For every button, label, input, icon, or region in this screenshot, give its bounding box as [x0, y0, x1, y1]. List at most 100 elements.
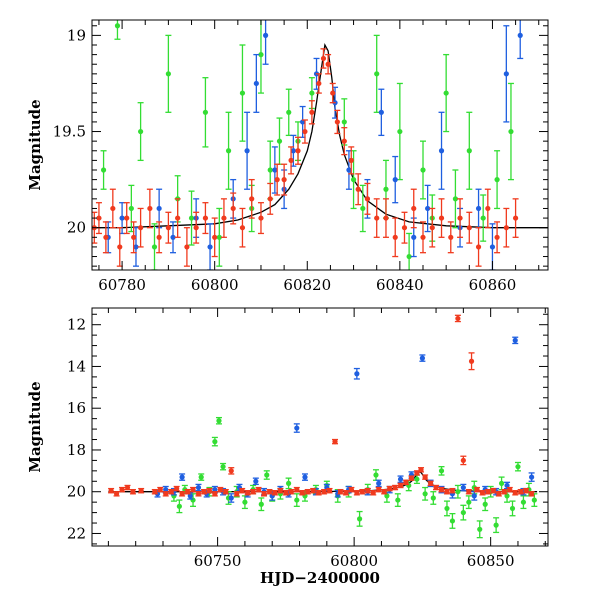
- bottom-green-point: [176, 499, 183, 514]
- top-red-point: [281, 163, 288, 196]
- bottom-blue-point: [195, 483, 202, 492]
- bottom-red-point: [266, 488, 273, 495]
- top-red-point: [392, 217, 399, 258]
- bottom-red-point: [517, 488, 524, 495]
- bottom-y-tick-label: 18: [67, 441, 86, 459]
- bottom-red-point: [506, 486, 513, 493]
- top-red-point: [494, 221, 501, 254]
- top-red-point: [329, 82, 336, 104]
- bottom-green-point: [198, 473, 205, 481]
- bottom-red-point: [454, 314, 461, 323]
- top-blue-point: [517, 20, 524, 60]
- bottom-y-tick-label: 16: [67, 399, 86, 417]
- bottom-red-point: [138, 487, 145, 494]
- bottom-red-point: [304, 488, 311, 495]
- top-blue-point: [207, 223, 214, 270]
- top-blue-point: [392, 155, 399, 204]
- bottom-green-point: [211, 436, 218, 447]
- bottom-green-point: [476, 520, 483, 539]
- top-red-point: [202, 202, 209, 235]
- top-green-point: [188, 190, 195, 246]
- bottom-red-point: [495, 491, 502, 497]
- top-red-point: [288, 146, 295, 175]
- top-blue-point: [170, 221, 177, 254]
- bottom-red-point: [217, 486, 224, 493]
- bottom-red-point: [337, 488, 344, 495]
- bottom-green-point: [293, 493, 300, 507]
- top-red-point: [401, 211, 408, 244]
- top-red-point: [165, 211, 172, 244]
- bottom-red-point: [501, 488, 508, 495]
- top-blue-point: [271, 146, 278, 194]
- bottom-red-point: [162, 491, 169, 497]
- top-red-point: [174, 198, 181, 238]
- bottom-red-point: [184, 488, 191, 495]
- top-green-point: [276, 117, 283, 165]
- bottom-green-point: [430, 491, 437, 505]
- top-red-point: [320, 48, 327, 69]
- bottom-red-point: [222, 488, 229, 495]
- bottom-red-point: [129, 488, 136, 495]
- top-red-point: [239, 207, 246, 248]
- top-red-point: [429, 207, 436, 248]
- top-green-point: [507, 82, 514, 181]
- bottom-green-point: [482, 497, 489, 512]
- bottom-axis-ticks: 60750 60800 60850 12 14 16 18 20 22: [67, 308, 548, 570]
- top-green-point: [151, 223, 158, 270]
- top-green-point: [480, 194, 487, 242]
- bottom-x-tick-label: 60750: [194, 552, 242, 570]
- bottom-green-point: [215, 416, 222, 425]
- bottom-red-point: [211, 491, 218, 497]
- bottom-green-point: [514, 461, 521, 472]
- bottom-red-point: [108, 487, 115, 494]
- bottom-red-point: [397, 482, 404, 489]
- bottom-red-point: [342, 490, 349, 496]
- bottom-red-point: [370, 490, 377, 496]
- bottom-red-point: [124, 484, 131, 491]
- top-green-point: [285, 88, 292, 137]
- bottom-green-point: [460, 504, 467, 521]
- top-green-point: [494, 150, 501, 210]
- top-x-tick-label: 60800: [191, 276, 239, 294]
- bottom-red-point: [364, 487, 371, 494]
- top-red-point: [503, 207, 510, 248]
- bottom-red-point: [173, 485, 180, 492]
- top-green-point: [257, 20, 264, 94]
- top-red-point: [315, 73, 322, 94]
- bottom-red-point: [233, 491, 240, 497]
- bottom-red-point: [228, 467, 235, 475]
- bottom-green-point: [465, 495, 472, 510]
- bottom-red-point: [255, 486, 262, 493]
- bottom-red-point: [438, 486, 445, 493]
- bottom-red-point: [353, 490, 360, 496]
- bottom-red-point: [332, 438, 339, 445]
- bottom-y-tick-label: 14: [67, 357, 86, 375]
- bottom-red-point: [119, 486, 126, 493]
- bottom-red-point: [348, 486, 355, 493]
- top-red-point: [95, 202, 102, 235]
- top-green-point: [406, 232, 413, 270]
- bottom-y-tick-label: 12: [67, 316, 86, 334]
- top-red-point: [447, 221, 454, 254]
- top-green-point: [373, 34, 380, 113]
- top-y-tick-label: 20: [67, 219, 86, 237]
- top-plot-frame: [91, 19, 549, 271]
- top-red-point: [382, 198, 389, 238]
- top-blue-point: [503, 25, 510, 123]
- bottom-red-point: [239, 487, 246, 494]
- top-panel: 60780 60800 60820 60840 60860 19 19.5 20 Magnit…: [26, 19, 549, 294]
- top-red-point: [146, 188, 153, 229]
- top-red-point: [475, 227, 482, 267]
- bottom-red-point: [326, 487, 333, 494]
- top-red-point: [325, 53, 332, 75]
- bottom-red-point: [381, 488, 388, 495]
- bottom-red-point: [422, 474, 429, 480]
- bottom-x-tick-label: 60850: [467, 552, 515, 570]
- bottom-blue-point: [252, 477, 259, 486]
- bottom-red-point: [315, 490, 322, 496]
- top-red-point: [341, 127, 348, 156]
- bottom-red-point: [443, 488, 450, 495]
- top-blue-point: [424, 184, 431, 233]
- top-red-point: [512, 198, 519, 238]
